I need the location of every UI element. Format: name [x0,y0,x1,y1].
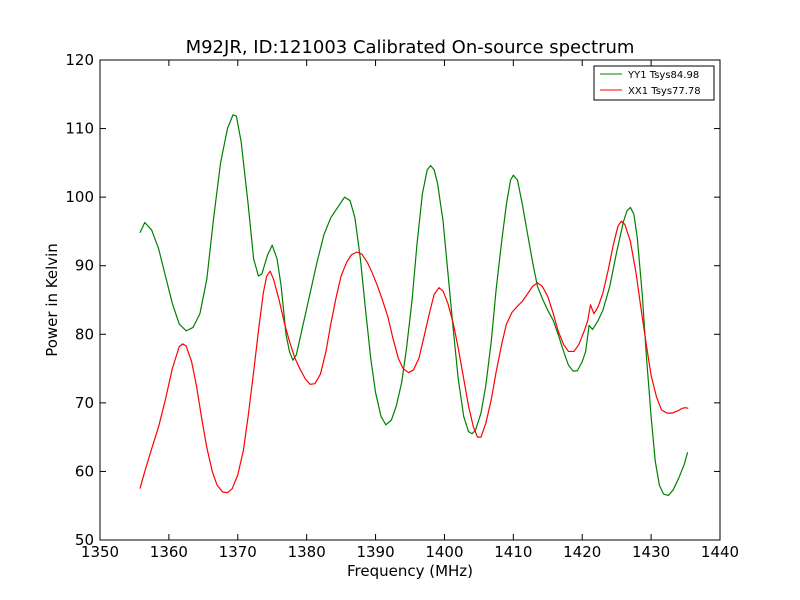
y-tick-label: 80 [75,325,94,343]
x-tick-label: 1440 [701,543,739,561]
x-tick-label: 1380 [288,543,326,561]
x-tick-label: 1360 [150,543,188,561]
series-line-yy1 [139,114,689,497]
legend-label-xx1: XX1 Tsys77.78 [628,86,701,97]
y-axis-label: Power in Kelvin [43,243,61,357]
series-layer [139,114,689,497]
plot-frame [99,59,721,541]
x-tick-label: 1390 [356,543,394,561]
legend-frame [593,65,715,101]
y-tick-label: 100 [65,188,94,206]
series-line-xx1 [139,220,689,494]
y-tick-label: 60 [75,462,94,480]
x-tick-label: 1430 [632,543,670,561]
x-tick-label: 1410 [494,543,532,561]
legend-label-yy1: YY1 Tsys84.98 [627,70,699,81]
y-tick-label: 120 [65,51,94,69]
x-tick-label: 1370 [219,543,257,561]
x-tick-label: 1400 [425,543,463,561]
y-tick-label: 50 [75,531,94,549]
chart-title: M92JR, ID:121003 Calibrated On-source sp… [186,37,635,58]
y-tick-label: 110 [65,120,94,138]
legend: YY1 Tsys84.98 XX1 Tsys77.78 [593,65,715,101]
x-tick-label: 1350 [81,543,119,561]
x-axis-label: Frequency (MHz) [347,562,473,580]
y-tick-label: 90 [75,257,94,275]
plot-area: 1350 1360 1370 1380 1390 1400 1410 1420 1430 1440… [65,51,739,561]
x-tick-label: 1420 [563,543,601,561]
plot-background [100,60,720,540]
tick-layer: 1350 1360 1370 1380 1390 1400 1410 1420 1430 1440… [65,51,739,561]
y-tick-label: 70 [75,394,94,412]
